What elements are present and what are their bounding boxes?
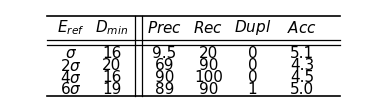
Text: $Dupl$: $Dupl$	[234, 18, 271, 37]
Text: 90: 90	[199, 58, 218, 73]
Text: $Rec$: $Rec$	[193, 20, 223, 36]
Text: 4.3: 4.3	[290, 58, 314, 73]
Text: 90: 90	[199, 82, 218, 97]
Text: 69: 69	[155, 58, 174, 73]
Text: 89: 89	[155, 82, 174, 97]
Text: 16: 16	[102, 70, 121, 85]
Text: 5.0: 5.0	[290, 82, 314, 97]
Text: $Acc$: $Acc$	[287, 20, 317, 36]
Text: 16: 16	[102, 46, 121, 61]
Text: 4.5: 4.5	[290, 70, 314, 85]
Text: $D_{min}$: $D_{min}$	[95, 18, 128, 37]
Text: 0: 0	[248, 58, 257, 73]
Text: 1: 1	[248, 82, 257, 97]
Text: 90: 90	[155, 70, 174, 85]
Text: 20: 20	[199, 46, 218, 61]
Text: 20: 20	[102, 58, 121, 73]
Text: 0: 0	[248, 46, 257, 61]
Text: $6\sigma$: $6\sigma$	[60, 81, 82, 97]
Text: 9.5: 9.5	[152, 46, 177, 61]
Text: $4\sigma$: $4\sigma$	[60, 70, 82, 86]
Text: $E_{ref}$: $E_{ref}$	[57, 18, 85, 37]
Text: $2\sigma$: $2\sigma$	[60, 58, 82, 74]
Text: $\sigma$: $\sigma$	[65, 46, 77, 61]
Text: 5.1: 5.1	[290, 46, 314, 61]
Text: 19: 19	[102, 82, 121, 97]
Text: 0: 0	[248, 70, 257, 85]
Text: 100: 100	[194, 70, 223, 85]
Text: $Prec$: $Prec$	[147, 20, 182, 36]
